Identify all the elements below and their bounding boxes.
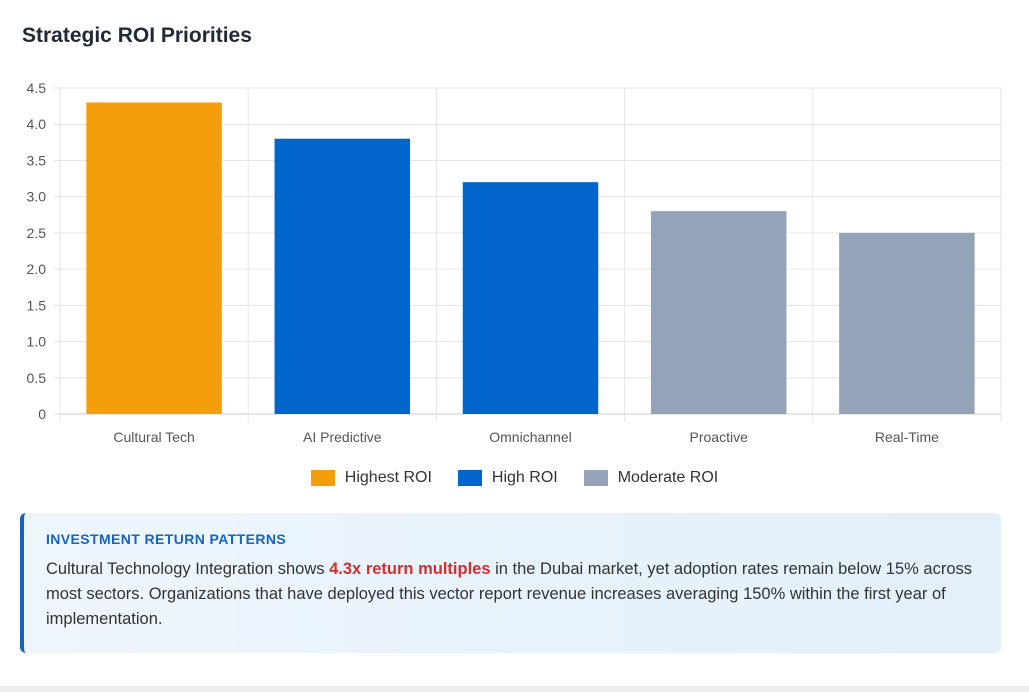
legend-item-highest-roi[interactable]: Highest ROI — [310, 469, 432, 487]
insight-text: Cultural Technology Integration shows 4.… — [46, 557, 981, 632]
y-tick-label: 4.0 — [27, 116, 47, 132]
bottom-divider — [0, 686, 1029, 692]
y-tick-label: 3.0 — [27, 189, 47, 205]
bar-ai-predictive[interactable] — [274, 138, 411, 414]
x-tick-label: Real-Time — [875, 429, 939, 445]
y-tick-label: 0 — [38, 406, 46, 422]
x-tick-label: Cultural Tech — [113, 429, 194, 445]
chart-title: Strategic ROI Priorities — [22, 24, 252, 47]
bars — [86, 102, 975, 414]
x-axis-ticks: Cultural Tech AI Predictive Omnichannel Pro… — [113, 429, 939, 445]
x-tick-label: AI Predictive — [303, 429, 382, 445]
legend-swatch-moderate-roi — [583, 470, 608, 486]
chart-legend: Highest ROI High ROI Moderate ROI — [0, 469, 1029, 487]
legend-label-highest-roi: Highest ROI — [344, 469, 432, 486]
x-tick-label: Omnichannel — [489, 429, 572, 445]
legend-label-high-roi: High ROI — [491, 469, 558, 486]
x-tick-label: Proactive — [690, 429, 749, 445]
insight-highlight: 4.3x return multiples — [329, 560, 491, 578]
bar-omnichannel[interactable] — [462, 182, 599, 414]
insight-text-after: in the Dubai market, yet adoption rates … — [46, 560, 973, 628]
roi-bar-chart: 0 0.5 1.0 1.5 2.0 2.5 3.0 3.5 4.0 4.5 Cultural Te… — [27, 80, 1002, 445]
legend-item-high-roi[interactable]: High ROI — [457, 469, 558, 487]
y-tick-label: 2.0 — [27, 261, 47, 277]
legend-item-moderate-roi[interactable]: Moderate ROI — [583, 469, 719, 487]
insight-text-before: Cultural Technology Integration shows — [46, 560, 330, 578]
y-tick-label: 1.0 — [27, 334, 47, 350]
y-tick-label: 3.5 — [27, 152, 47, 168]
bar-real-time[interactable] — [839, 232, 975, 414]
y-tick-label: 2.5 — [27, 225, 47, 241]
insight-box: INVESTMENT RETURN PATTERNS Cultural Tech… — [20, 513, 1001, 653]
legend-swatch-highest-roi — [310, 470, 335, 486]
y-tick-label: 1.5 — [27, 297, 47, 313]
bar-proactive[interactable] — [650, 211, 787, 414]
bar-cultural-tech[interactable] — [86, 102, 222, 414]
legend-label-moderate-roi: Moderate ROI — [617, 469, 719, 486]
legend-swatch-high-roi — [457, 470, 482, 486]
y-tick-label: 0.5 — [27, 370, 47, 386]
insight-heading: INVESTMENT RETURN PATTERNS — [46, 531, 287, 547]
y-tick-label: 4.5 — [27, 80, 47, 96]
y-axis-ticks: 0 0.5 1.0 1.5 2.0 2.5 3.0 3.5 4.0 4.5 — [27, 80, 47, 422]
